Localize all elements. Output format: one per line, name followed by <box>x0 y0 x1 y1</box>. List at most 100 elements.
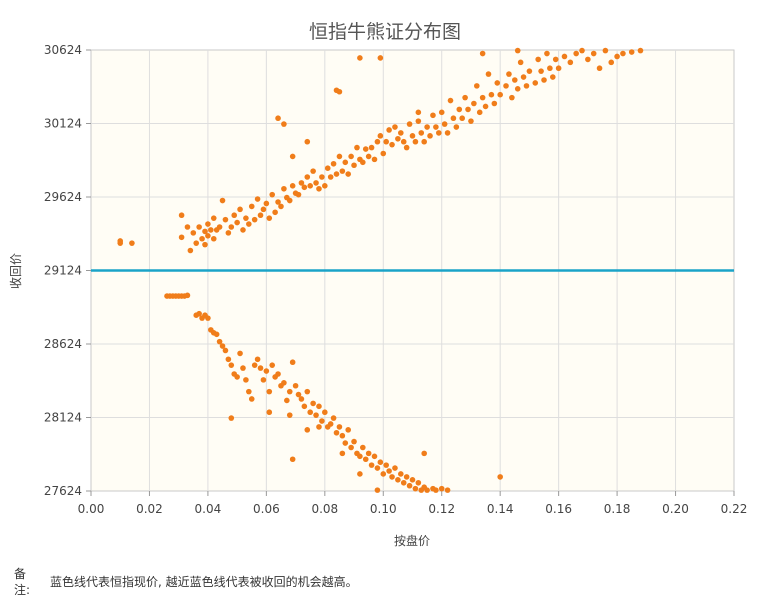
scatter-point <box>316 185 322 192</box>
scatter-point <box>196 224 202 230</box>
scatter-point <box>433 487 439 493</box>
scatter-point <box>257 212 264 219</box>
scatter-point <box>263 368 270 374</box>
scatter-point <box>231 212 238 219</box>
scatter-point <box>319 418 325 424</box>
scatter-point <box>289 359 296 366</box>
scatter-point <box>386 127 392 133</box>
scatter-point <box>561 53 568 60</box>
x-tick-label: 0.06 <box>253 502 280 516</box>
scatter-point <box>187 247 194 254</box>
scatter-point <box>342 159 349 166</box>
scatter-point <box>248 396 255 402</box>
scatter-point <box>389 141 395 148</box>
chart-title: 恒指牛熊证分布图 <box>309 21 461 43</box>
scatter-point <box>506 71 512 77</box>
scatter-point <box>251 362 258 368</box>
scatter-point <box>421 138 427 145</box>
scatter-point <box>216 224 223 230</box>
note-label: 备 注: <box>14 567 31 597</box>
scatter-point <box>371 156 378 163</box>
scatter-point <box>196 310 202 317</box>
scatter-point <box>213 331 220 338</box>
scatter-point <box>438 485 445 492</box>
scatter-point <box>462 94 468 101</box>
scatter-point <box>362 456 369 463</box>
scatter-point <box>316 403 322 410</box>
scatter-point <box>222 216 229 223</box>
scatter-point <box>412 138 419 145</box>
scatter-point <box>278 203 284 210</box>
scatter-point <box>336 153 343 160</box>
scatter-point <box>427 133 433 139</box>
scatter-point <box>450 115 457 122</box>
scatter-point <box>333 429 340 436</box>
scatter-point <box>248 203 255 210</box>
scatter-point <box>371 453 378 460</box>
scatter-point <box>395 135 401 142</box>
scatter-point <box>357 55 363 61</box>
scatter-point <box>234 219 240 226</box>
scatter-point <box>403 474 410 480</box>
scatter-point <box>400 138 407 145</box>
scatter-point <box>295 191 302 198</box>
scatter-point <box>117 238 124 244</box>
scatter-point <box>178 234 185 241</box>
scatter-point <box>415 118 422 124</box>
scatter-point <box>579 47 585 54</box>
scatter-point <box>511 77 518 83</box>
scatter-point <box>266 409 273 416</box>
scatter-point <box>418 130 425 136</box>
scatter-point <box>377 55 384 61</box>
scatter-point <box>298 180 305 186</box>
scatter-point <box>266 388 273 395</box>
scatter-point <box>289 153 296 160</box>
y-tick-label: 28124 <box>44 411 82 425</box>
scatter-point <box>421 450 427 457</box>
scatter-point <box>190 230 197 236</box>
scatter-point <box>240 365 246 371</box>
scatter-point <box>444 487 451 493</box>
scatter-point <box>596 65 603 72</box>
scatter-point <box>547 65 553 72</box>
x-tick-label: 0.14 <box>487 502 514 516</box>
scatter-point <box>444 130 451 136</box>
x-tick-label: 0.22 <box>721 502 748 516</box>
scatter-point <box>342 440 349 446</box>
y-tick-label: 29124 <box>44 264 82 278</box>
scatter-point <box>535 56 541 63</box>
scatter-point <box>514 47 521 54</box>
scatter-point <box>573 50 579 57</box>
scatter-point <box>637 47 644 54</box>
scatter-point <box>193 240 200 246</box>
y-tick-label: 28624 <box>44 337 82 351</box>
scatter-point <box>322 183 328 189</box>
scatter-point <box>281 121 287 127</box>
scatter-point <box>345 427 352 433</box>
scatter-point <box>219 197 226 204</box>
scatter-point <box>286 197 293 204</box>
scatter-point <box>509 94 515 101</box>
scatter-point <box>184 224 191 230</box>
scatter-point <box>497 474 503 480</box>
scatter-point <box>497 91 503 98</box>
scatter-point <box>365 153 372 160</box>
scatter-point <box>485 71 492 77</box>
scatter-point <box>205 315 211 321</box>
scatter-point <box>590 50 597 57</box>
scatter-point <box>254 356 261 363</box>
scatter-point <box>392 124 398 130</box>
scatter-point <box>272 209 278 216</box>
y-tick-label: 30124 <box>44 117 82 131</box>
scatter-point <box>208 227 214 233</box>
note-text: 蓝色线代表恒指现价, 越近蓝色线代表被收回的机会越高。 <box>50 575 358 589</box>
scatter-point <box>237 350 243 357</box>
scatter-point <box>237 206 243 213</box>
scatter-point <box>555 65 562 72</box>
scatter-point <box>409 477 416 483</box>
scatter-point <box>286 412 293 418</box>
x-axis-label: 按盘价 <box>394 533 430 548</box>
scatter-point <box>246 388 252 395</box>
scatter-point <box>608 59 615 66</box>
scatter-point <box>476 109 483 116</box>
